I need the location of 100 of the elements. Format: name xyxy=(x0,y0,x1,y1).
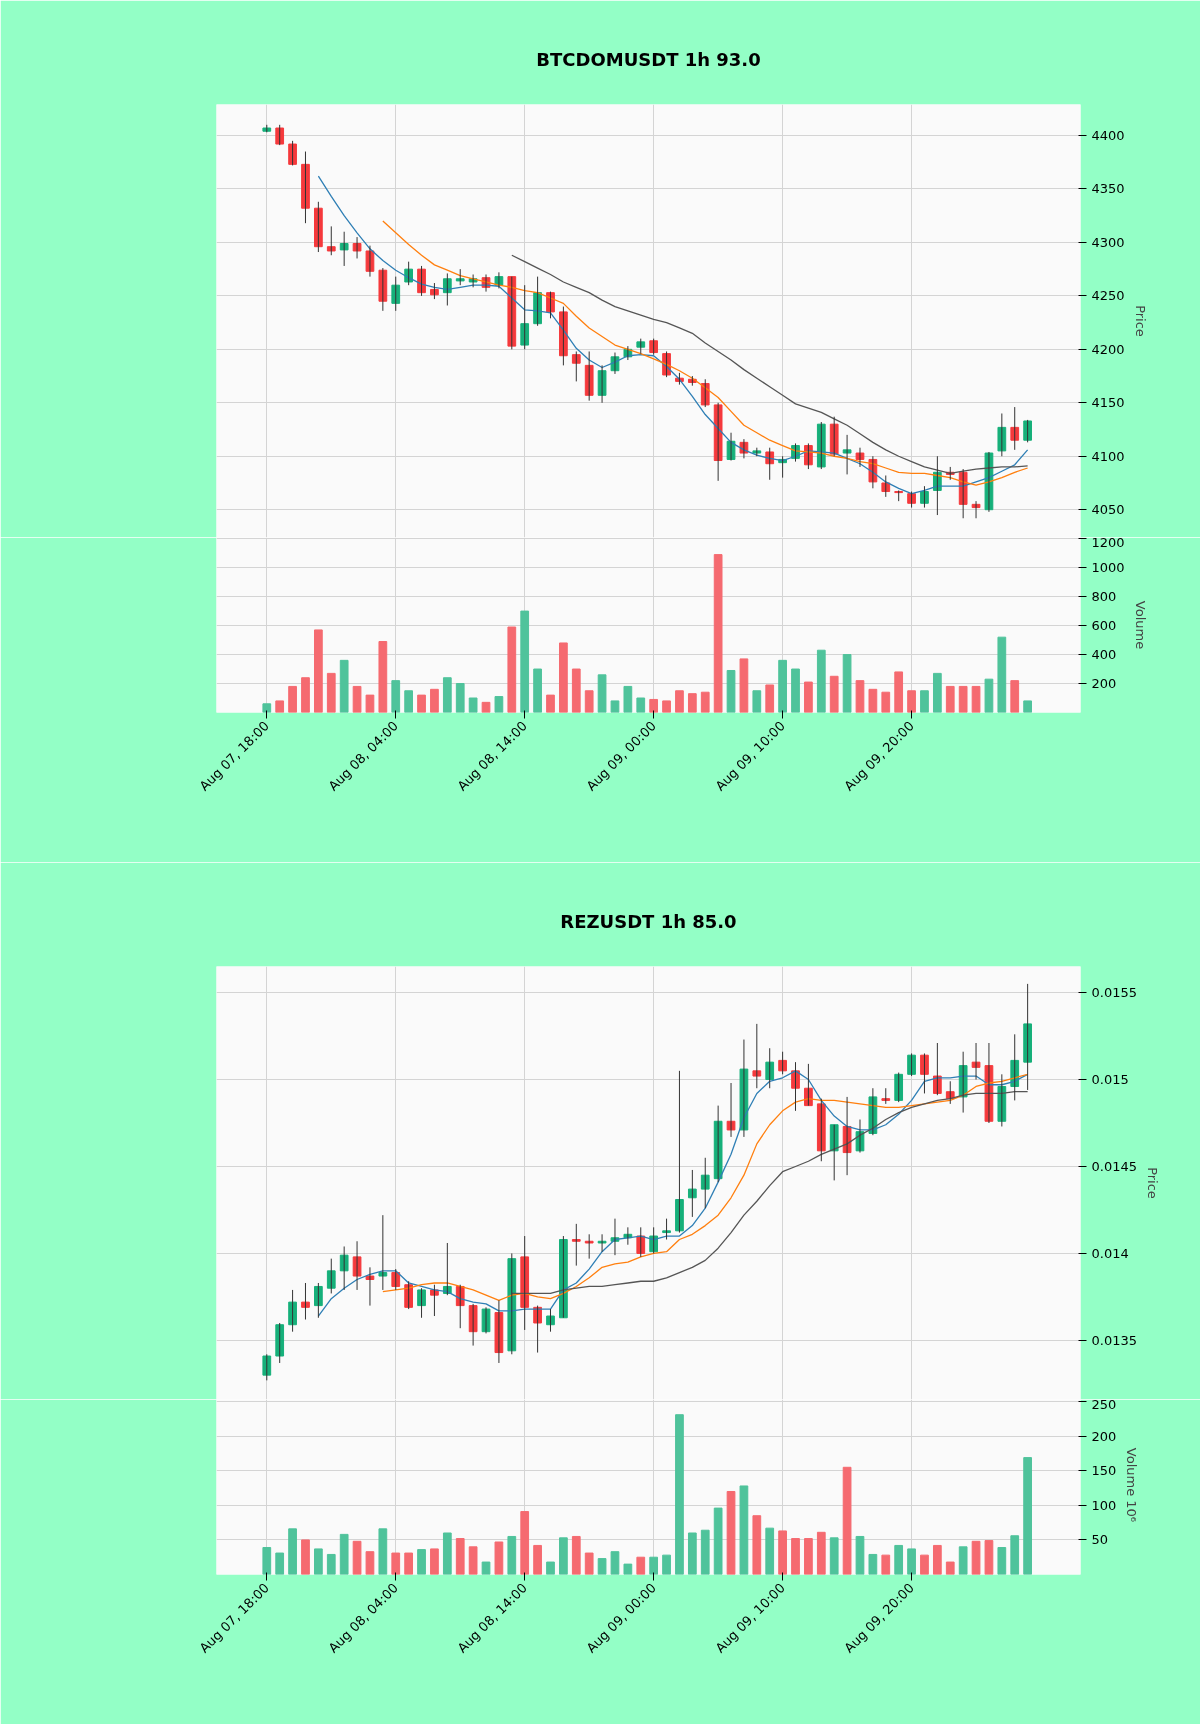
bar xyxy=(765,1527,775,1575)
bar xyxy=(881,1554,891,1575)
bar xyxy=(559,1537,568,1575)
bar xyxy=(352,1540,362,1575)
candlestick xyxy=(1023,983,1032,1091)
bar xyxy=(404,690,414,713)
bar xyxy=(533,1544,542,1575)
bar xyxy=(597,1558,607,1575)
bar xyxy=(932,1544,942,1575)
bar xyxy=(275,1552,285,1575)
bar xyxy=(804,1538,813,1575)
candlestick xyxy=(816,1098,826,1162)
chart-title: BTCDOMUSDT 1h 93.0 xyxy=(536,48,761,70)
candlestick xyxy=(675,1070,684,1234)
bar xyxy=(417,1549,426,1575)
bar xyxy=(546,1561,555,1575)
bar xyxy=(726,669,736,713)
bar xyxy=(262,1547,272,1575)
candlestick xyxy=(546,1308,555,1333)
bar xyxy=(726,1491,736,1575)
bar xyxy=(675,690,684,713)
bar xyxy=(713,1507,723,1575)
bar xyxy=(816,649,826,713)
bar xyxy=(894,1544,904,1575)
candlestick xyxy=(700,1157,710,1209)
bar xyxy=(623,685,633,713)
candlestick xyxy=(339,231,349,267)
y-tick-label: 1200 xyxy=(1091,534,1125,550)
y-tick-label: 4300 xyxy=(1091,234,1125,250)
y-axis-title: Volume xyxy=(1132,600,1148,650)
bar xyxy=(430,688,439,713)
y-tick-label: 400 xyxy=(1091,647,1117,663)
bar xyxy=(326,672,336,713)
candlestick xyxy=(584,1233,594,1260)
bar xyxy=(842,654,852,713)
candlestick xyxy=(391,1268,401,1291)
candlestick xyxy=(907,491,916,509)
bar xyxy=(713,554,723,713)
bar xyxy=(520,1511,530,1575)
candlestick xyxy=(520,1235,530,1331)
bar xyxy=(468,1546,478,1575)
candlestick xyxy=(636,338,646,355)
candlestick xyxy=(301,1282,310,1321)
bar xyxy=(468,697,478,713)
bar xyxy=(417,694,426,713)
candlestick xyxy=(455,268,465,286)
bar xyxy=(262,703,272,713)
candlestick xyxy=(288,1289,297,1333)
candlestick xyxy=(481,1306,491,1334)
candlestick xyxy=(920,485,929,509)
candlestick xyxy=(417,1287,426,1319)
y-axis-title: Price xyxy=(1144,1167,1160,1199)
bar xyxy=(739,1485,749,1575)
bar xyxy=(791,1538,800,1575)
bar xyxy=(339,1533,349,1575)
candlestick xyxy=(765,1047,775,1089)
candlestick xyxy=(842,434,852,475)
bar xyxy=(920,1554,929,1575)
bar xyxy=(958,1546,968,1575)
candlestick xyxy=(649,338,659,356)
candlestick xyxy=(752,1023,762,1089)
y-tick-label: 100 xyxy=(1091,1497,1117,1513)
candlestick xyxy=(275,124,285,146)
bar xyxy=(314,1548,323,1575)
candlestick xyxy=(391,276,401,312)
bar xyxy=(301,677,310,713)
bar xyxy=(571,668,581,713)
bar xyxy=(662,1554,671,1575)
candlestick xyxy=(881,474,891,498)
bar xyxy=(404,1552,414,1575)
bar xyxy=(932,672,942,713)
bar xyxy=(1010,1535,1020,1575)
bar xyxy=(275,700,285,713)
bar xyxy=(945,685,955,713)
candlestick xyxy=(881,1087,891,1105)
bar xyxy=(868,688,878,713)
bar xyxy=(430,1548,439,1575)
bar xyxy=(339,659,349,713)
bar xyxy=(778,659,787,713)
bar xyxy=(559,642,568,713)
bar xyxy=(804,681,813,713)
candlestick xyxy=(314,201,323,253)
bar xyxy=(314,629,323,713)
bar xyxy=(971,685,981,713)
candlestick xyxy=(920,1052,929,1094)
bar xyxy=(378,1528,388,1575)
bar xyxy=(610,1551,620,1575)
bar xyxy=(842,1466,852,1575)
y-tick-label: 4250 xyxy=(1091,288,1125,304)
bar xyxy=(481,701,491,713)
candlestick xyxy=(571,350,581,382)
bar xyxy=(597,674,607,713)
bar xyxy=(455,683,465,713)
y-tick-label: 0.015 xyxy=(1091,1072,1129,1088)
bar xyxy=(816,1531,826,1575)
bar xyxy=(778,1530,787,1575)
candlestick xyxy=(275,1322,285,1364)
y-tick-label: 200 xyxy=(1091,676,1117,692)
bar xyxy=(365,1551,375,1575)
candlestick xyxy=(894,1072,904,1103)
